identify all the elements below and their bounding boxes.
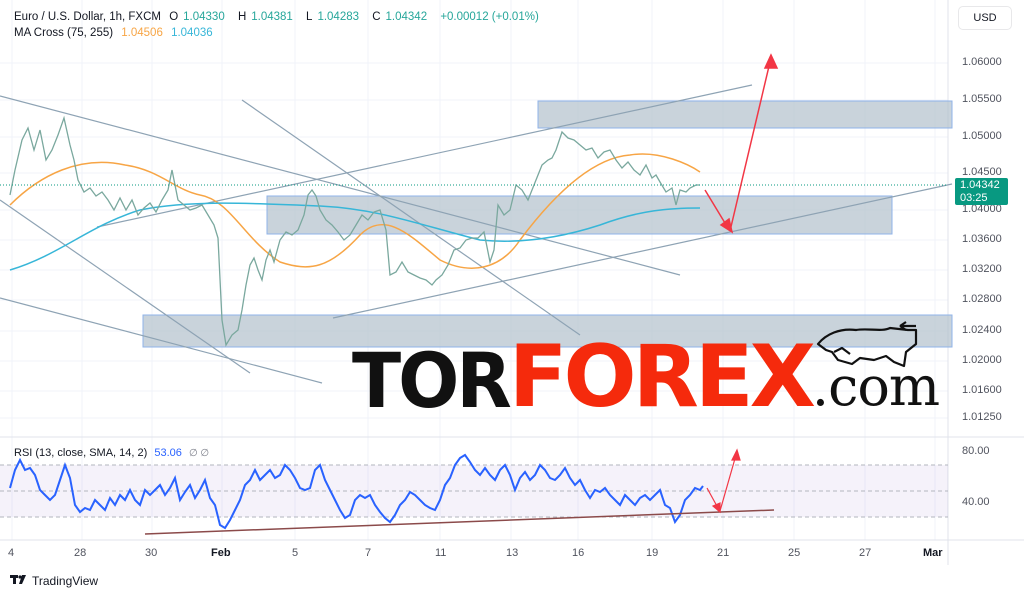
- rsi-pane: [0, 448, 948, 535]
- close-value: 1.04342: [385, 11, 428, 23]
- ma-slow-value: 1.04036: [171, 27, 213, 39]
- price-axis-label: 1.06000: [962, 56, 1002, 68]
- time-axis-label: 11: [435, 547, 447, 559]
- ma-slow-line: [9, 202, 701, 271]
- time-axis-label: 28: [74, 547, 87, 559]
- ma-label: MA Cross (75, 255): [14, 27, 114, 39]
- tradingview-logo-icon: [10, 575, 26, 584]
- symbol-title: Euro / U.S. Dollar, 1h, FXCM: [14, 11, 161, 23]
- time-axis-label: 25: [788, 547, 801, 559]
- price-axis-label: 1.02800: [962, 293, 1002, 305]
- low-value: 1.04283: [317, 11, 360, 23]
- price-axis-label: 1.01250: [962, 411, 1002, 423]
- price-axis-label: 1.03200: [962, 263, 1002, 275]
- price-axis-label: 1.04000: [962, 203, 1002, 215]
- currency-button[interactable]: USD: [958, 6, 1012, 30]
- price-axis-label: 1.02400: [962, 324, 1002, 336]
- zones: [142, 100, 953, 348]
- time-axis-label: 21: [717, 547, 730, 559]
- torforex-watermark: TOR FOREX .com: [352, 327, 940, 427]
- price-axis-label: 1.03600: [962, 233, 1002, 245]
- time-axis-label: 19: [646, 547, 659, 559]
- lower-support-zone: [142, 314, 953, 348]
- rsi-legend[interactable]: RSI (13, close, SMA, 14, 2) 53.06 ∅ ∅: [14, 447, 209, 459]
- brand-com: .com: [811, 355, 940, 418]
- ma-legend[interactable]: MA Cross (75, 255) 1.04506 1.04036: [14, 27, 218, 39]
- time-axis-label: 13: [506, 547, 519, 559]
- brand-forex: FOREX: [508, 327, 816, 427]
- time-axis-label: 16: [572, 547, 585, 559]
- projection-arrows: [704, 53, 779, 234]
- change-value: +0.00012 (+0.01%): [440, 11, 539, 23]
- resistance-zone: [537, 100, 953, 129]
- candle-countdown: 03:25: [960, 192, 988, 204]
- open-value: 1.04330: [183, 11, 225, 23]
- price-axis-label: 1.05500: [962, 93, 1002, 105]
- time-axis-label: 7: [365, 547, 372, 559]
- tradingview-label: TradingView: [32, 574, 99, 588]
- rsi-label: RSI (13, close, SMA, 14, 2): [14, 447, 148, 459]
- bull-logo-icon: [816, 321, 918, 368]
- rsi-axis-label: 40.00: [962, 496, 990, 508]
- time-axis-label: 30: [145, 547, 158, 559]
- time-axis-label: Feb: [211, 547, 231, 559]
- time-axis-label: 5: [292, 547, 299, 559]
- price-axis-label: 1.02000: [962, 354, 1002, 366]
- grid: [0, 0, 948, 540]
- rsi-value: 53.06: [154, 447, 182, 459]
- rsi-axis-label: 80.00: [962, 445, 990, 457]
- tradingview-footer[interactable]: TradingView: [10, 574, 98, 588]
- ma-fast-line: [9, 153, 701, 269]
- current-price-tag: 1.04342 03:25: [955, 178, 1008, 205]
- candles: [9, 115, 700, 347]
- time-axis-label: Mar: [923, 547, 943, 559]
- support-zone: [266, 195, 893, 235]
- rsi-hidden-markers: ∅ ∅: [188, 448, 210, 459]
- price-axis-label: 1.05000: [962, 130, 1002, 142]
- current-price: 1.04342: [960, 179, 1000, 191]
- ma-fast-value: 1.04506: [121, 27, 163, 39]
- time-axis-label: 4: [8, 547, 15, 559]
- price-axis-label: 1.01600: [962, 384, 1002, 396]
- price-axis-label: 1.04500: [962, 166, 1002, 178]
- time-axis-label: 27: [859, 547, 872, 559]
- brand-tor: TOR: [352, 336, 512, 426]
- rsi-line: [9, 453, 704, 530]
- rsi-support-trendline: [144, 509, 775, 535]
- high-value: 1.04381: [251, 11, 293, 23]
